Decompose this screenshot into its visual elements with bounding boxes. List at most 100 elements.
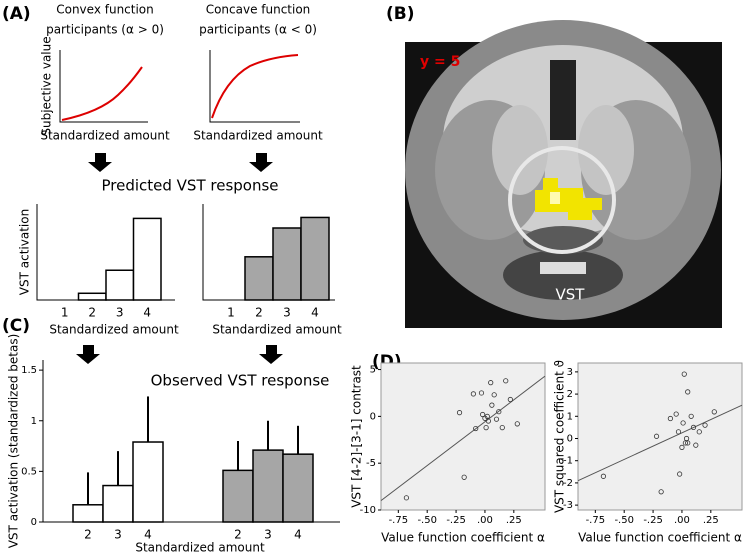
convex-curve: [61, 66, 143, 121]
panel-label: (C): [2, 316, 30, 336]
point: [673, 411, 679, 417]
x-axis-label: Standardized amount: [193, 129, 323, 143]
y-tick-label: 1: [567, 411, 573, 422]
x-tick-label: -.25: [446, 515, 466, 526]
point: [681, 371, 687, 377]
x-tick-label: 4: [294, 528, 302, 542]
point: [679, 444, 685, 450]
x-axis-label: Value function coefficient α: [578, 531, 742, 545]
y-tick-label: -1: [563, 456, 573, 467]
x-axis-label: Standardized amount: [40, 129, 170, 143]
plot-area: [577, 362, 743, 511]
y-tick-label: -10: [360, 505, 376, 516]
arrow: [259, 345, 283, 364]
point: [483, 425, 489, 431]
x-axis-label: Value function coefficient α: [381, 531, 545, 545]
curve-title: participants (α < 0): [199, 23, 317, 37]
point: [496, 409, 502, 415]
bar: [252, 449, 284, 523]
fit-line: [380, 375, 546, 502]
fit-line: [577, 404, 743, 482]
bar: [132, 217, 162, 301]
bar: [300, 216, 330, 301]
heading: Observed VST response: [151, 372, 330, 390]
x-tick-label: 2: [88, 306, 96, 320]
x-tick-label: -.50: [417, 515, 437, 526]
y-axis-label: Subjective value: [40, 36, 54, 135]
y-tick-label: 0: [567, 433, 573, 444]
y-tick-label: -2: [563, 478, 573, 489]
y-tick-label: 1.5: [21, 365, 37, 376]
y-tick-label: -3: [563, 500, 573, 511]
x-axis-label: Standardized amount: [49, 323, 179, 337]
heading: Predicted VST response: [101, 177, 278, 195]
point: [470, 391, 476, 397]
point: [473, 425, 479, 432]
point: [677, 471, 683, 477]
point: [696, 429, 702, 435]
bar: [244, 256, 274, 301]
panel-label: (B): [386, 4, 415, 24]
arrow: [249, 153, 273, 172]
point: [680, 420, 686, 426]
y-tick-label: 0.5: [21, 466, 37, 477]
point: [688, 413, 694, 419]
plot-area: [380, 362, 546, 511]
y-tick-label: 0: [370, 411, 376, 422]
point: [600, 473, 607, 479]
x-tick-label: 3: [116, 306, 124, 320]
point: [503, 378, 509, 384]
concave-curve: [211, 54, 299, 119]
point: [484, 413, 490, 419]
point: [499, 425, 505, 431]
y-tick-label: 1: [31, 416, 37, 427]
y-tick-label: 0: [31, 517, 37, 528]
arrow: [76, 345, 100, 364]
y-tick-label: 3: [567, 367, 573, 378]
curve-title: participants (α > 0): [46, 23, 164, 37]
x-tick-label: 2: [255, 306, 263, 320]
point: [653, 433, 660, 439]
x-tick-label: -.50: [614, 515, 634, 526]
bar: [282, 453, 314, 523]
brain-image: [405, 20, 722, 328]
x-tick-label: -.75: [389, 515, 409, 526]
point: [685, 389, 691, 395]
x-tick-label: 3: [283, 306, 291, 320]
curve-axes: [209, 50, 300, 123]
point: [456, 410, 463, 416]
x-tick-label: 1: [61, 306, 69, 320]
point: [693, 442, 699, 448]
y-tick-label: -5: [366, 458, 376, 469]
bar: [132, 441, 164, 523]
point: [685, 440, 691, 446]
x-tick-label: -.25: [643, 515, 663, 526]
point: [507, 396, 513, 403]
x-tick-label: 4: [144, 528, 152, 542]
bar: [102, 484, 134, 523]
point: [480, 411, 486, 418]
x-tick-label: -.75: [586, 515, 606, 526]
y-tick-label: 5: [370, 365, 376, 376]
x-tick-label: 3: [264, 528, 272, 542]
point: [485, 418, 492, 424]
x-axis-label: Standardized amount: [135, 541, 265, 555]
bar: [105, 269, 135, 301]
y-axis-label: VST [4-2]-[3-1] contrast: [350, 365, 364, 508]
x-tick-label: .00: [674, 515, 690, 526]
curve-title: Concave function: [206, 3, 311, 17]
panel-label: (A): [2, 4, 31, 24]
x-tick-label: .25: [703, 515, 719, 526]
region-label: VST: [556, 286, 586, 304]
bar: [77, 292, 107, 301]
curve-title: Convex function: [56, 3, 154, 17]
bar: [222, 469, 254, 523]
point: [675, 429, 682, 435]
x-tick-label: 3: [114, 528, 122, 542]
y-axis-label: VST squared coefficient ϑ: [553, 360, 567, 513]
bar: [72, 504, 104, 523]
point: [491, 392, 497, 398]
point: [403, 495, 410, 501]
y-axis-label: VST activation (standardized betas): [7, 334, 21, 549]
